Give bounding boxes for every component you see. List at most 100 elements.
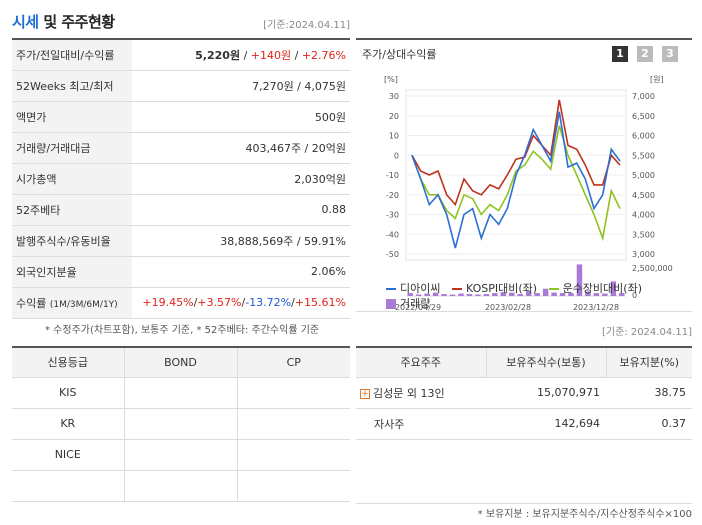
volume-bar [475,294,481,296]
quote-table: 주가/전일대비/수익률 5,220원 / +140원 / +2.76% 52We… [12,38,350,319]
volume-bar [415,294,422,296]
legend-sector: 운수장비대비(좌) [548,282,642,295]
table-header-row: 신용등급 BOND CP [12,347,350,378]
base-date: [기준:2024.04.11] [263,20,350,31]
legend-swatch [451,288,462,290]
current-price: 5,220원 [195,48,241,62]
volume-bar [525,291,532,296]
volume-bar [602,293,608,296]
row-label: 수익률 (1M/3M/6M/1Y) [12,287,132,319]
table-row: + 김성문 외 13인 15,070,971 38.75 [356,377,692,409]
table-row: 주가/전일대비/수익률 5,220원 / +140원 / +2.76% [12,39,350,71]
left-axis-unit: [%] [384,75,398,84]
right-tick-label: 6,000 [632,132,655,141]
table-row: 수익률 (1M/3M/6M/1Y) +19.45%/+3.57%/-13.72%… [12,287,350,319]
table-row: 액면가 500원 [12,101,350,133]
chart-page-1-button[interactable]: 1 [612,46,628,62]
x-tick-label: 2022/04/29 [395,303,441,312]
returns-values: +19.45%/+3.57%/-13.72%/+15.61% [132,287,350,319]
table-row [12,470,350,502]
volume-bar [500,292,507,296]
agency-name [12,470,125,502]
volume-bar [534,293,540,296]
volume-bar [517,294,523,296]
quote-note: * 수정주가(차트포함), 보통주 기준, * 52주베타: 주간수익률 기준 [45,325,320,336]
volume-bar [483,294,490,296]
chart-title: 주가/상대수익률 [362,48,437,61]
price-chart: [%] [원] 30 7,000 20 6,500 10 6,000 0 5,500 -10 5,… [384,75,673,312]
return-6m: -13.72% [245,296,292,309]
return-1y: +15.61% [294,296,346,309]
volume-bar [441,294,447,296]
row-value: 403,467주 / 20억원 [132,132,350,164]
series-line [411,125,621,242]
right-tick-label: 3,000 [632,250,655,259]
right-tick-label: 4,000 [632,211,655,220]
cp-rating [237,470,350,502]
left-tick-label: -40 [386,230,399,239]
credit-rating-table: 신용등급 BOND CP KIS KR NICE [12,346,350,502]
left-tick-label: 0 [394,151,399,160]
column-header: 주요주주 [356,347,487,378]
cp-rating [237,408,350,440]
volume-bar [585,291,591,296]
row-label: 액면가 [12,101,132,133]
holder-pct: 38.75 [606,377,692,409]
legend-swatch [386,299,396,309]
volume-bar [542,288,549,296]
bond-rating [124,470,238,502]
legend-volume: 거래량 [386,295,430,311]
agency-name: KIS [12,377,125,409]
row-label: 52주베타 [12,194,132,226]
legend-swatch [386,288,396,290]
return-3m: +3.57% [197,296,242,309]
volume-bar [593,293,600,296]
volume-bar [551,292,557,296]
row-label: 거래량/거래대금 [12,132,132,164]
chart-panel: 주가/상대수익률 1 2 3 [%] [원] 30 7,000 20 6,500 10 6… [356,38,692,312]
left-tick-label: -10 [386,171,399,180]
right-tick-label: 4,500 [632,191,655,200]
volume-bar [509,292,515,296]
row-label: 발행주식수/유동비율 [12,225,132,257]
table-row: 외국인지분율 2.06% [12,256,350,288]
column-header: 보유지분(%) [606,347,692,378]
volume-bar [432,292,439,296]
chart-legend: 디아이씨 KOSPI대비(좌) 운수장비대비(좌) [386,280,642,296]
cp-rating [237,439,350,471]
column-header: 보유주식수(보통) [486,347,607,378]
chart-page-2-button[interactable]: 2 [637,46,653,62]
volume-bar [458,293,464,296]
row-value: 2,030억원 [132,163,350,195]
page-title: 시세 및 주주현황 [12,13,115,31]
table-row: 거래량/거래대금 403,467주 / 20억원 [12,132,350,164]
left-tick-label: 30 [389,92,399,101]
price-values: 5,220원 / +140원 / +2.76% [132,39,350,71]
row-value: 7,270원 / 4,075원 [132,70,350,102]
holders-base-date: [기준: 2024.04.11] [601,327,692,338]
agency-name: NICE [12,439,125,471]
holder-name: 자사주 [356,408,486,440]
row-label: 주가/전일대비/수익률 [12,39,132,71]
right-tick-label: 6,500 [632,112,655,121]
column-header: BOND [124,347,238,378]
row-label: 시가총액 [12,163,132,195]
series-line [411,99,621,207]
table-row: 52Weeks 최고/최저 7,270원 / 4,075원 [12,70,350,102]
table-row: KIS [12,377,350,409]
row-value: 500원 [132,101,350,133]
legend-swatch [548,288,559,290]
holder-shares: 142,694 [486,408,606,440]
row-value: 38,888,569주 / 59.91% [132,225,350,257]
volume-bar [576,264,583,296]
column-header: CP [237,347,350,378]
left-tick-label: -20 [386,191,399,200]
table-row: KR [12,408,350,440]
row-value: 2.06% [132,256,350,288]
expand-plus-icon[interactable]: + [360,388,370,399]
price-change: +140원 [250,48,292,62]
volume-bar [407,293,413,296]
legend-stock: 디아이씨 [386,282,440,295]
holder-name: + 김성문 외 13인 [356,377,486,409]
chart-page-3-button[interactable]: 3 [662,46,678,62]
